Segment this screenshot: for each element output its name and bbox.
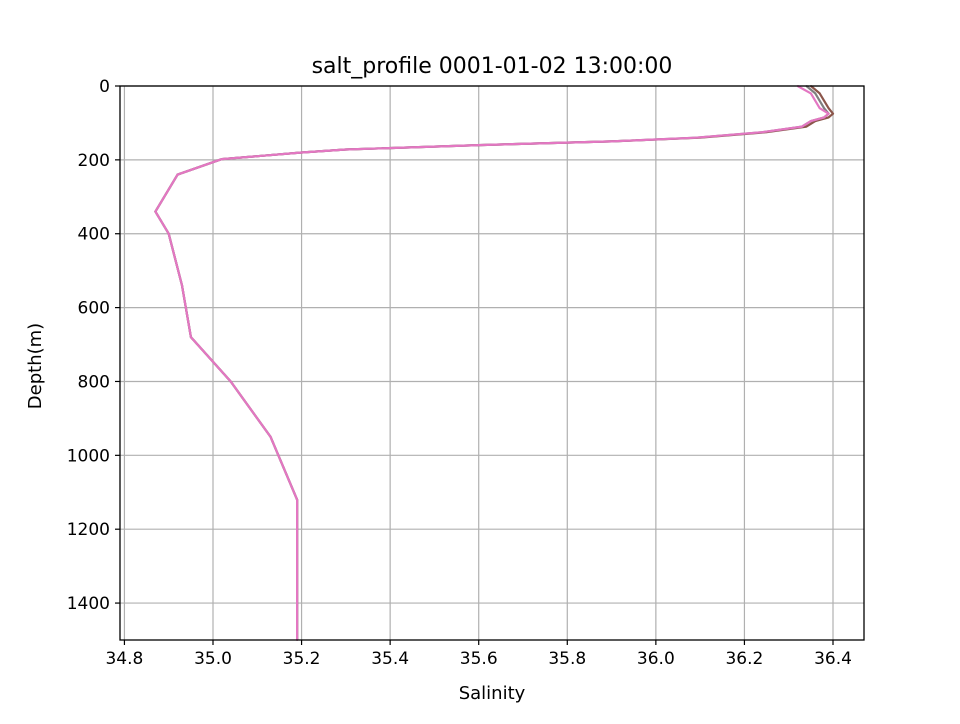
data-point [801, 125, 803, 128]
data-point [818, 92, 821, 95]
data-point [810, 120, 812, 122]
y-tick-label: 200 [78, 151, 110, 171]
data-point [832, 112, 834, 115]
data-point [761, 131, 763, 134]
chart-title: salt_profile 0001-01-02 13:00:00 [312, 54, 673, 79]
y-tick-label: 1000 [67, 446, 110, 466]
y-axis-ticks: 0 200 400 600 800 1000 1200 1400 [67, 77, 120, 614]
x-tick-label: 34.8 [105, 649, 143, 669]
data-point [810, 92, 812, 95]
series-line [154, 85, 830, 640]
data-point [694, 136, 697, 139]
x-tick-label: 35.8 [548, 649, 586, 669]
x-tick-label: 36.0 [637, 649, 675, 669]
data-point [610, 140, 613, 143]
data-point [229, 380, 232, 383]
x-tick-label: 35.0 [194, 649, 232, 669]
data-point [256, 155, 259, 158]
data-point [300, 151, 303, 154]
data-point [221, 158, 223, 161]
data-point [827, 116, 830, 119]
x-tick-label: 36.2 [725, 649, 763, 669]
data-point [176, 173, 179, 176]
x-axis-label: Salinity [459, 683, 526, 704]
x-axis-ticks: 34.8 35.0 35.2 35.4 35.6 35.8 36.0 36.2 36.4 [105, 640, 852, 669]
data-point [477, 144, 480, 147]
y-tick-label: 400 [78, 225, 110, 245]
data-point [190, 336, 192, 338]
data-point [154, 210, 157, 213]
data-point [167, 232, 170, 235]
data-point [345, 148, 347, 151]
x-tick-label: 35.2 [283, 649, 321, 669]
series-lines [154, 85, 835, 641]
y-tick-label: 600 [78, 299, 110, 319]
data-point [181, 284, 183, 287]
x-tick-label: 35.6 [460, 649, 498, 669]
x-tick-label: 35.4 [371, 649, 409, 669]
data-point [827, 107, 830, 110]
data-point [823, 107, 825, 110]
x-tick-label: 36.4 [814, 649, 852, 669]
data-point [818, 107, 821, 110]
data-point [805, 125, 808, 128]
y-tick-label: 800 [78, 372, 110, 392]
y-tick-label: 1400 [67, 594, 110, 614]
data-point [269, 436, 272, 438]
y-tick-label: 0 [99, 77, 110, 97]
data-point [296, 498, 298, 501]
plot-frame [119, 85, 865, 641]
data-point [823, 116, 825, 119]
y-tick-label: 1200 [67, 520, 110, 540]
data-point [814, 92, 817, 95]
y-axis-label: Depth(m) [25, 323, 46, 409]
grid [120, 85, 864, 640]
data-point [827, 112, 830, 115]
